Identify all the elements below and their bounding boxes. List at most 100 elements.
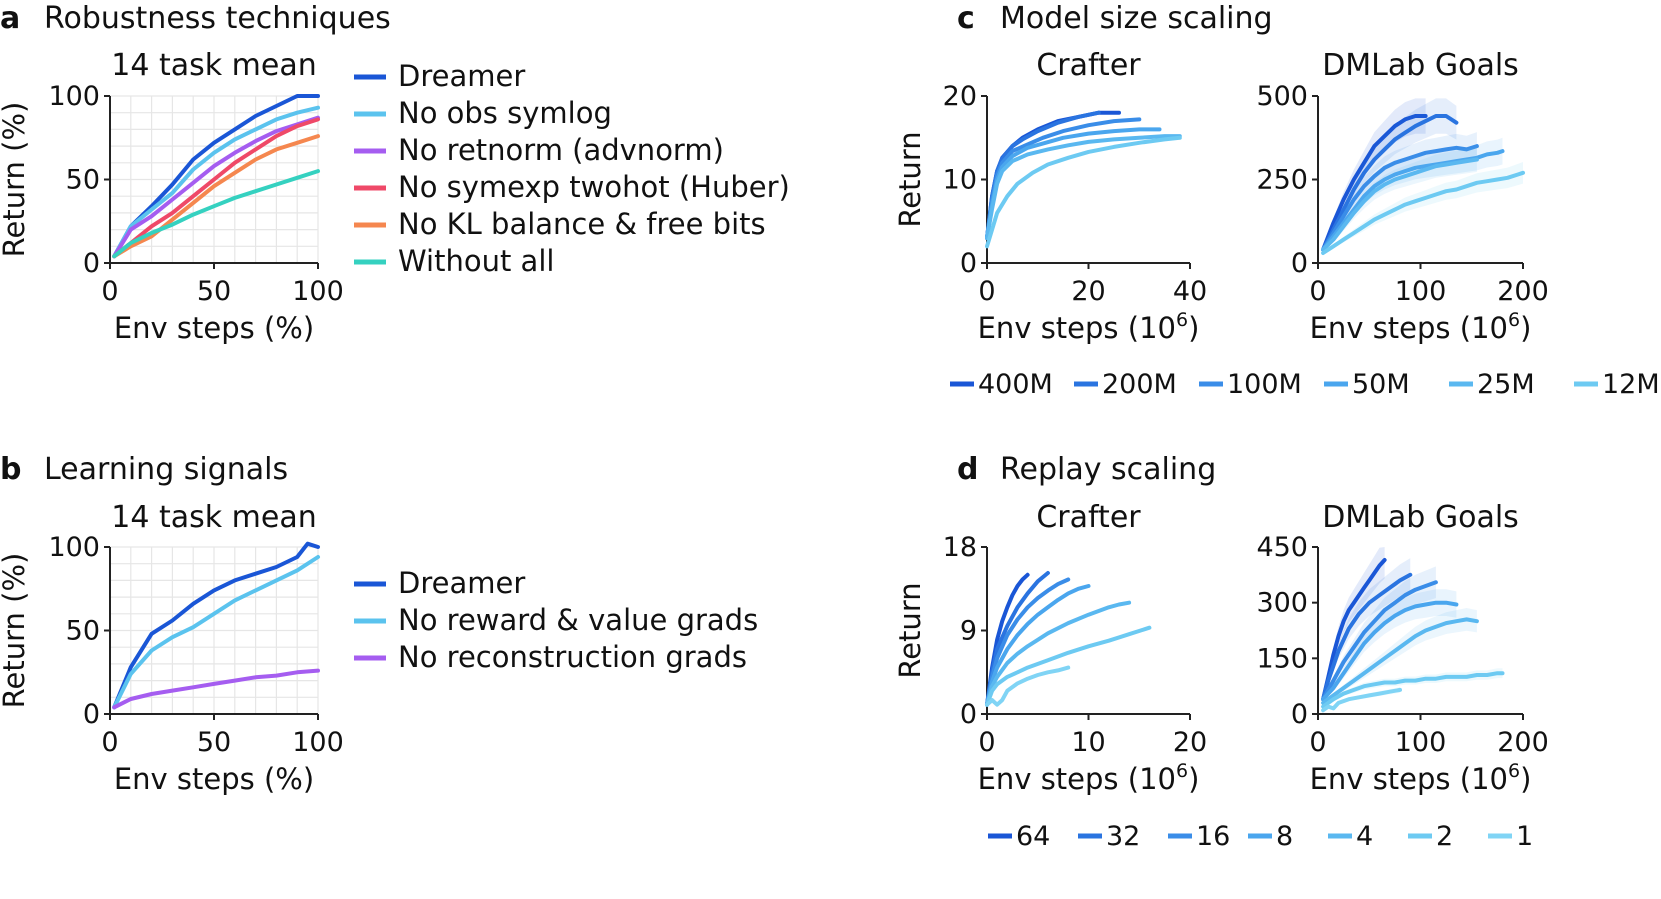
y-tick-label: 0 [960,248,977,279]
panel-title: Learning signals [44,452,288,487]
x-axis-label-text: Env steps (10 [978,311,1176,345]
panel-letter: a [0,1,20,36]
x-axis-label-text: Env steps (10 [1310,762,1508,796]
x-tick-label: 10 [1071,727,1105,758]
x-axis-label-text: Env steps (10 [978,762,1176,796]
x-tick-label: 100 [1395,727,1447,758]
series-line-16 [985,577,1071,707]
x-axis-label-close: ) [1188,762,1199,796]
legend-label: 12M [1602,369,1660,400]
panel-letter: c [957,1,975,36]
legend-label: 25M [1477,369,1535,400]
y-axis-label: Return (%) [0,102,31,258]
x-tick-label: 0 [101,727,118,758]
chart-b-learning-signals: 14 task mean 0 50 100 0 50 100 Env steps (%) Ret… [0,500,344,796]
x-tick-label: 100 [292,727,344,758]
series-line-no-reconstruction-grads [112,668,320,710]
panel-c-header: c Model size scaling [957,1,1273,36]
chart-a-robustness: 14 task mean 0 50 100 0 50 100 Env steps (%) Ret… [0,48,344,345]
series-band-50m [1323,137,1503,252]
x-tick-label: 200 [1497,276,1549,307]
legend-label: 400M [978,369,1053,400]
series-line-25m [1321,157,1479,252]
y-tick-label: 0 [1291,248,1308,279]
x-axis-label-text: Env steps (%) [114,762,314,796]
x-axis-label-exponent: 6 [1508,760,1520,782]
series-band-64 [1323,547,1385,701]
y-tick-label: 50 [66,165,100,196]
series-line-64 [1321,558,1387,702]
panel-a-header: a Robustness techniques [0,1,391,36]
x-axis-label: Env steps (%) [114,762,314,796]
legend-label: No symexp twohot (Huber) [398,170,790,204]
legend-label: 16 [1196,821,1230,852]
series-line-12m [1321,170,1525,255]
x-tick-label: 0 [1309,276,1326,307]
x-axis-label-exponent: 6 [1176,760,1188,782]
series-line-16 [1321,580,1438,702]
x-axis-label-close: ) [1520,311,1531,345]
x-tick-label: 0 [1309,727,1326,758]
legend-label: No obs symlog [398,96,612,130]
y-tick-label: 100 [48,81,100,112]
series-line-1 [985,665,1071,707]
legend-label: 1 [1516,821,1533,852]
legend-label: 4 [1356,821,1373,852]
series-line-25m [985,134,1182,240]
series-line-2 [985,625,1152,707]
series-line-no-symexp-twohot-huber- [112,117,320,259]
y-tick-label: 0 [83,699,100,730]
legend-label: 100M [1227,369,1302,400]
y-tick-label: 10 [943,165,977,196]
y-tick-label: 300 [1256,588,1308,619]
legend-label: 8 [1276,821,1293,852]
panel-letter: d [957,452,978,487]
legend-label: 200M [1102,369,1177,400]
y-tick-label: 150 [1256,643,1308,674]
legend-label: No retnorm (advnorm) [398,133,724,167]
series-line-no-kl-balance-free-bits [112,134,320,259]
legend-d-replay: 64 32 16 8 4 2 1 [988,821,1533,852]
legend-label: No reconstruction grads [398,640,747,674]
series-line-without-all [112,169,320,259]
x-tick-label: 0 [978,276,995,307]
series-line-8 [985,584,1091,707]
panel-title: Replay scaling [1000,452,1216,487]
series-band-16 [1323,566,1436,701]
x-axis-label-close: ) [1520,762,1531,796]
series-line-200m [985,110,1101,240]
panel-title: Robustness techniques [44,1,391,36]
x-axis-label-close: ) [1188,311,1199,345]
series-line-400m [1321,114,1428,252]
series-line-12m [985,135,1182,249]
x-axis-label: Env steps (106) [978,760,1200,796]
legend-label: 2 [1436,821,1453,852]
y-axis-label: Return [893,582,927,678]
x-tick-label: 40 [1173,276,1207,307]
series-band-25m [1323,147,1477,252]
chart-title: 14 task mean [111,500,316,535]
y-tick-label: 20 [943,81,977,112]
y-tick-label: 100 [48,532,100,563]
series-line-32 [1321,572,1413,702]
x-axis-label: Env steps (106) [1310,309,1532,345]
series-line-8 [1321,600,1459,702]
series-line-no-reward-value-grads [112,555,320,710]
legend-label: 50M [1352,369,1410,400]
x-tick-label: 0 [101,276,118,307]
panel-title: Model size scaling [1000,1,1273,36]
chart-title: 14 task mean [111,48,316,83]
x-tick-label: 20 [1071,276,1105,307]
legend-label: 32 [1106,821,1140,852]
legend-label: Without all [398,244,554,278]
series-band-8 [1323,589,1457,701]
chart-title: DMLab Goals [1322,48,1519,83]
y-tick-label: 50 [66,616,100,647]
series-band-100m [1323,132,1477,252]
series-line-dreamer [112,541,320,710]
